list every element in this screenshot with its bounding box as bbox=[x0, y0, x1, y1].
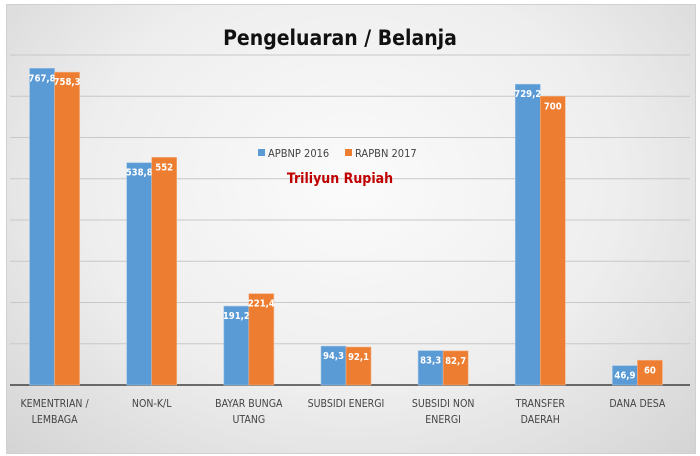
bar bbox=[514, 83, 541, 386]
bar bbox=[248, 293, 275, 386]
data-label: 94,3 bbox=[323, 351, 344, 362]
bar bbox=[126, 162, 153, 386]
x-tick-label: SUBSIDI ENERGI bbox=[308, 398, 385, 410]
bar bbox=[29, 67, 55, 386]
data-label: 92,1 bbox=[348, 352, 369, 363]
x-tick-label: BAYAR BUNGA bbox=[215, 398, 283, 410]
data-label: 191,2 bbox=[223, 311, 250, 322]
data-label: 221,4 bbox=[248, 299, 275, 310]
data-label: 82,7 bbox=[445, 356, 466, 367]
legend-swatch-rapbn-2017 bbox=[345, 149, 352, 156]
x-tick-label: UTANG bbox=[232, 414, 265, 426]
chart-title: Pengeluaran / Belanja bbox=[223, 26, 457, 50]
x-tick-label: TRANSFER bbox=[515, 398, 566, 410]
data-label: 729,2 bbox=[514, 89, 541, 100]
x-tick-label: KEMENTRIAN / bbox=[20, 398, 89, 410]
legend: APBNP 2016 RAPBN 2017 bbox=[258, 147, 417, 160]
legend-label-rapbn-2017: RAPBN 2017 bbox=[355, 147, 417, 160]
bar bbox=[442, 350, 469, 386]
bar bbox=[345, 346, 372, 386]
x-tick-label: DANA DESA bbox=[609, 398, 666, 410]
legend-label-apbnp-2016: APBNP 2016 bbox=[268, 147, 329, 160]
bar bbox=[223, 305, 250, 386]
x-tick-label: ENERGI bbox=[425, 414, 461, 426]
bar bbox=[54, 71, 80, 386]
x-tick-label: NON-K/L bbox=[132, 398, 172, 410]
bar bbox=[320, 345, 347, 386]
x-tick-label: DAERAH bbox=[521, 414, 560, 426]
data-label: 700 bbox=[544, 101, 562, 112]
data-label: 767,8 bbox=[29, 73, 56, 84]
x-tick-label: SUBSIDI NON bbox=[412, 398, 475, 410]
data-label: 60 bbox=[644, 365, 656, 376]
chart-subtitle: Triliyun Rupiah bbox=[287, 171, 393, 187]
data-label: 83,3 bbox=[420, 356, 441, 367]
data-label: 552 bbox=[155, 162, 173, 173]
data-label: 538,8 bbox=[126, 168, 153, 179]
bar bbox=[151, 157, 178, 386]
bar bbox=[637, 359, 663, 386]
bar bbox=[539, 95, 566, 386]
data-label: 46,9 bbox=[614, 371, 635, 382]
x-tick-label: LEMBAGA bbox=[32, 414, 78, 426]
data-label: 758,3 bbox=[54, 77, 81, 88]
bar bbox=[417, 350, 444, 386]
legend-swatch-apbnp-2016 bbox=[258, 149, 265, 156]
